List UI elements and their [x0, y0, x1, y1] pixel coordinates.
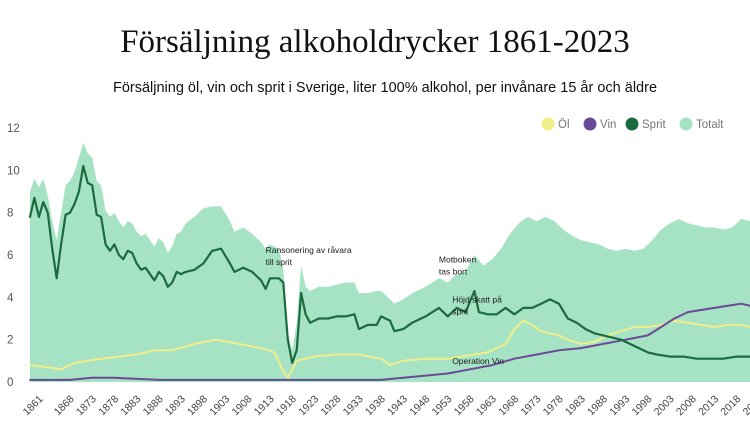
x-tick-label: 1873 [74, 393, 99, 418]
annotation-text: Ransonering av råvara [266, 245, 352, 255]
x-tick-label: 1958 [452, 393, 477, 418]
y-tick-label: 10 [7, 165, 20, 177]
annotation-text: Höjd skatt på [452, 295, 502, 305]
x-tick-label: 1993 [607, 393, 632, 418]
legend-label-ol: Öl [558, 119, 570, 131]
legend-swatch-vin [583, 117, 597, 131]
y-axis: 0 2 4 6 8 10 12 [7, 123, 20, 389]
y-tick-label: 8 [7, 208, 13, 220]
x-tick-label: 1978 [541, 393, 566, 418]
x-tick-label: 2013 [696, 393, 721, 418]
series-line-sprit [28, 165, 750, 364]
x-tick-label: 1928 [318, 393, 343, 418]
x-tick-label: 1943 [385, 393, 410, 418]
x-tick-label: 1883 [118, 393, 143, 418]
x-tick-label: 1923 [296, 393, 321, 418]
x-tick-label: 1968 [496, 393, 521, 418]
legend-label-sprit: Sprit [642, 119, 666, 131]
annotation-text: till sprit [266, 257, 293, 267]
x-tick-label: 1908 [230, 393, 255, 418]
x-tick-label: 1938 [363, 393, 388, 418]
x-tick-label: 1913 [252, 393, 277, 418]
annotation-text: tas bort [439, 266, 468, 276]
legend: Öl Vin Sprit Totalt [541, 117, 725, 132]
x-tick-label: 1868 [52, 393, 77, 418]
series-line-vin [29, 302, 750, 381]
y-tick-label: 0 [7, 377, 13, 389]
x-tick-label: 1953 [430, 393, 455, 418]
annotations: Ransonering av råvara till sprit Motboken t… [266, 245, 505, 366]
annotation-text: Motboken [439, 254, 477, 264]
x-tick-label: 1918 [274, 393, 299, 418]
chart-subtitle: Försäljning öl, vin och sprit i Sverige,… [113, 80, 657, 96]
legend-swatch-totalt [679, 117, 693, 131]
x-tick-label: 2003 [652, 393, 677, 418]
legend-item-vin[interactable]: Vin [583, 117, 617, 132]
y-tick-label: 2 [7, 335, 13, 347]
x-tick-label: 2023 [741, 393, 750, 418]
legend-item-ol[interactable]: Öl [541, 117, 570, 132]
x-tick-label: 1893 [163, 393, 188, 418]
x-tick-label: 1861 [21, 393, 46, 418]
legend-label-vin: Vin [600, 119, 616, 131]
legend-item-sprit[interactable]: Sprit [625, 117, 667, 132]
y-tick-label: 6 [7, 250, 13, 262]
x-tick-label: 1903 [207, 393, 232, 418]
x-tick-label: 1963 [474, 393, 499, 418]
area-layer [30, 142, 750, 382]
series-area-totalt [30, 142, 750, 382]
y-tick-label: 12 [7, 123, 20, 135]
line-layer [28, 165, 750, 381]
legend-label-totalt: Totalt [696, 119, 724, 131]
chart-title: Försäljning alkoholdrycker 1861-2023 [120, 24, 630, 60]
x-tick-label: 1973 [518, 393, 543, 418]
annotation-text: Operation Vin [452, 356, 504, 366]
legend-swatch-sprit [625, 117, 639, 131]
legend-swatch-ol [541, 117, 555, 131]
x-tick-label: 1988 [585, 393, 610, 418]
x-tick-label: 1933 [341, 393, 366, 418]
x-tick-label: 1898 [185, 393, 210, 418]
series-line-ol [29, 319, 750, 379]
x-tick-label: 2008 [674, 393, 699, 418]
x-tick-label: 1983 [563, 393, 588, 418]
x-tick-label: 2018 [718, 393, 743, 418]
legend-item-totalt[interactable]: Totalt [679, 117, 725, 132]
x-tick-label: 1888 [141, 393, 166, 418]
x-tick-label: 1878 [96, 393, 121, 418]
x-axis: 1861 186818731878188318881893189819031908… [21, 393, 750, 418]
y-tick-label: 4 [7, 292, 14, 304]
x-tick-label: 1948 [407, 393, 432, 418]
annotation-text: sprit [452, 307, 469, 317]
x-tick-label: 1998 [630, 393, 655, 418]
